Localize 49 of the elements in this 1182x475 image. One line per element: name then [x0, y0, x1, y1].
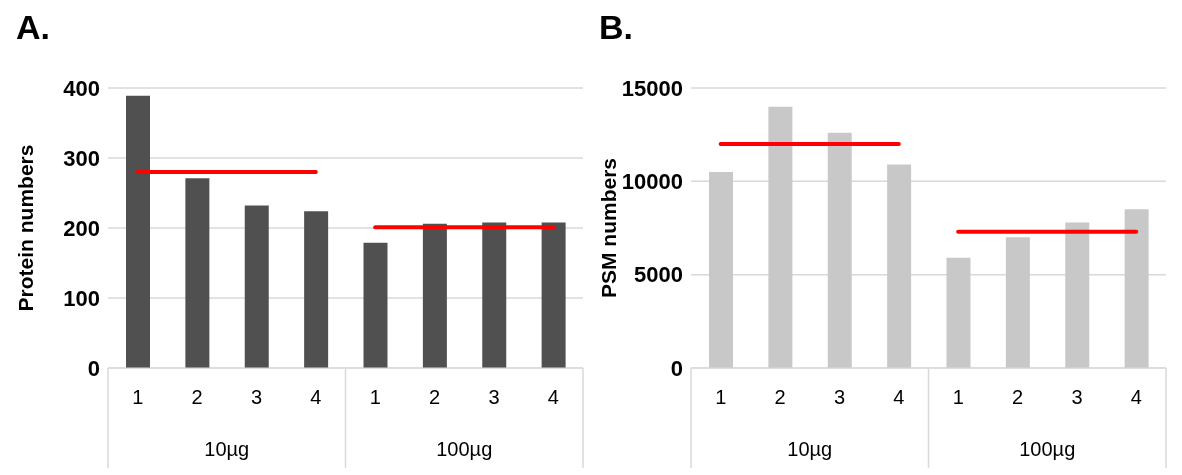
bar: [126, 95, 150, 368]
y-tick-label: 200: [63, 215, 100, 241]
text: 10µg: [786, 438, 834, 461]
bar: [541, 222, 566, 368]
y-axis-title: PSM numbers: [597, 157, 621, 299]
x-tick-label: 4: [310, 386, 322, 409]
y-tick-label: 300: [63, 145, 100, 171]
y-tick-label: 10000: [621, 169, 683, 195]
x-tick-label: 2: [429, 386, 441, 409]
bar: [304, 211, 329, 368]
bar: [1124, 209, 1149, 368]
x-tick-label: 4: [1130, 386, 1142, 409]
bar: [827, 132, 852, 368]
x-tick-label: 2: [774, 386, 786, 409]
y-tick-label: 100: [63, 285, 100, 311]
x-tick-label: 1: [952, 386, 964, 409]
bar: [244, 205, 269, 368]
x-tick-label: 2: [1012, 386, 1024, 409]
y-tick-label: 400: [63, 75, 100, 101]
y-tick-label: 0: [87, 355, 100, 381]
y-tick-label: 5000: [634, 262, 683, 288]
x-tick-label: 1: [369, 386, 381, 409]
bar: [1005, 237, 1030, 368]
chart-title: B.: [599, 8, 633, 47]
bar: [768, 106, 793, 368]
x-tick-label: 4: [547, 386, 559, 409]
bar: [709, 172, 733, 368]
y-tick-label: 0: [670, 355, 683, 381]
bar: [482, 222, 507, 368]
x-tick-label: 3: [250, 386, 262, 409]
bar: [946, 257, 971, 368]
bar: [363, 242, 388, 368]
chart-title: A.: [16, 8, 50, 47]
x-tick-label: 3: [488, 386, 500, 409]
bar: [887, 164, 912, 368]
text: 10µg: [203, 438, 251, 461]
x-tick-label: 1: [715, 386, 727, 409]
x-tick-label: 4: [893, 386, 905, 409]
text: 100µg: [435, 438, 494, 461]
x-tick-label: 2: [191, 386, 203, 409]
y-tick-label: 15000: [621, 75, 683, 101]
bar: [422, 223, 447, 368]
x-tick-label: 3: [833, 386, 845, 409]
bar: [185, 178, 210, 368]
x-tick-label: 3: [1071, 386, 1083, 409]
x-tick-label: 1: [132, 386, 144, 409]
y-axis-title: Protein numbers: [14, 144, 38, 312]
text: 100µg: [1018, 438, 1077, 461]
bar: [1065, 222, 1090, 368]
